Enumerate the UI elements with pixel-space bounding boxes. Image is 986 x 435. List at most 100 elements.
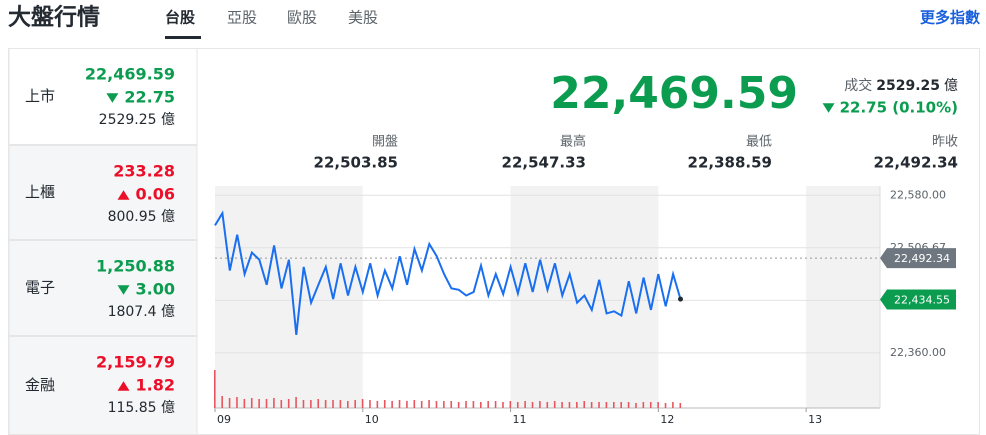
volume-bar	[324, 400, 327, 408]
market-price: 2,159.79	[96, 353, 175, 372]
volume-bar	[310, 400, 312, 408]
volume-bar	[509, 401, 512, 408]
x-tick-label: 10	[365, 413, 379, 426]
last-point	[678, 296, 683, 302]
volume-bar	[487, 401, 489, 408]
volume-bar	[620, 402, 622, 408]
price-line	[214, 210, 682, 336]
widget-title: 大盤行情	[8, 4, 100, 31]
volume-bar	[472, 401, 475, 408]
volume-bar	[287, 399, 290, 408]
volume-bar	[273, 398, 275, 408]
volume-bar	[672, 402, 674, 408]
session-band	[215, 186, 363, 408]
y-tick-label: 22,360.00	[890, 346, 946, 359]
reference-badge-label: 22,492.34	[894, 252, 950, 265]
volume-bar	[635, 403, 637, 408]
big-price: 22,469.59	[550, 68, 798, 119]
volume-bar	[664, 403, 667, 408]
direction-arrow	[106, 93, 119, 103]
volume-bar	[613, 402, 615, 408]
volume-bar	[576, 402, 578, 408]
direction-arrow	[117, 381, 130, 391]
volume-bar	[258, 399, 260, 408]
market-volume: 1807.4 億	[108, 304, 175, 320]
x-tick-label: 11	[513, 413, 527, 426]
volume-bar	[465, 401, 467, 408]
volume-bar	[280, 400, 283, 408]
market-tab[interactable]: 亞股	[227, 9, 257, 27]
volume-bar	[295, 397, 297, 408]
volume-bar	[480, 402, 482, 408]
volume-bar	[494, 401, 497, 408]
volume-bar	[339, 400, 342, 408]
market-tab[interactable]: 美股	[348, 9, 378, 27]
market-change: 1.82	[136, 376, 175, 395]
market-tab[interactable]: 歐股	[287, 9, 317, 27]
volume-bar	[420, 401, 423, 408]
volume-bar	[457, 402, 460, 408]
stat-label: 最高	[560, 134, 586, 150]
last-badge-label: 22,434.55	[894, 293, 950, 306]
stat-value: 22,492.34	[874, 154, 958, 172]
volume-bar	[376, 401, 379, 408]
market-item[interactable]	[8, 145, 198, 240]
volume-bar	[383, 400, 386, 408]
volume-label: 成交	[844, 77, 872, 94]
volume-bar	[250, 398, 253, 408]
volume-bar	[236, 397, 238, 408]
volume-value: 2529.25	[876, 78, 940, 94]
volume-bar	[443, 401, 445, 408]
volume-bar	[679, 403, 682, 408]
volume-bar	[243, 399, 246, 408]
volume-bar	[398, 400, 401, 408]
market-name: 電子	[25, 279, 55, 297]
direction-arrow	[822, 103, 835, 113]
y-tick-label: 22,580.00	[890, 188, 946, 201]
volume-unit: 億	[944, 78, 958, 94]
volume-bar	[642, 402, 645, 408]
volume-bar	[435, 401, 438, 408]
market-item[interactable]	[8, 48, 198, 145]
volume-bar	[516, 402, 519, 408]
market-item[interactable]	[8, 336, 198, 435]
volume-bar	[539, 401, 541, 408]
volume-bar	[361, 399, 364, 408]
volume-bar	[657, 402, 659, 408]
more-link[interactable]: 更多指數	[920, 9, 980, 27]
stat-value: 22,547.33	[502, 154, 586, 172]
volume-bar	[568, 402, 571, 408]
volume-bar	[413, 400, 416, 408]
direction-arrow	[117, 190, 130, 200]
volume-bar	[553, 401, 556, 408]
volume-bar	[627, 402, 630, 408]
summary-change: 22.75 (0.10%)	[840, 99, 958, 117]
volume-bar	[590, 402, 593, 408]
active-tab-underline	[165, 36, 201, 39]
volume-bar	[354, 400, 356, 408]
volume-bar	[450, 401, 453, 408]
x-tick-label: 09	[217, 413, 231, 426]
stat-value: 22,503.85	[314, 154, 398, 172]
market-volume: 115.85 億	[108, 400, 175, 416]
volume-bar	[583, 401, 586, 408]
session-band	[806, 186, 880, 408]
volume-bar	[391, 401, 393, 408]
volume-bar	[605, 402, 608, 408]
x-tick-label: 13	[808, 413, 822, 426]
stat-value: 22,388.59	[688, 154, 772, 172]
x-tick-label: 12	[660, 413, 674, 426]
volume-bar	[221, 396, 223, 408]
volume-bar	[428, 400, 430, 408]
last-badge	[880, 289, 956, 310]
volume-bar	[265, 399, 268, 408]
volume-bar	[524, 401, 526, 408]
volume-bar	[531, 402, 534, 408]
market-change: 22.75	[124, 88, 175, 107]
volume-bar	[546, 402, 549, 408]
volume-bar	[228, 398, 231, 408]
market-tab[interactable]: 台股	[165, 9, 196, 27]
market-item[interactable]	[8, 240, 198, 336]
volume-bar	[369, 400, 371, 408]
